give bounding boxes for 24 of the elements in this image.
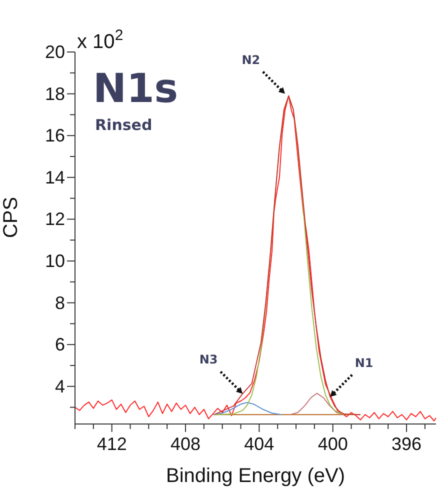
y-tick-label: 4 — [54, 376, 65, 396]
y-tick-label: 6 — [54, 334, 65, 355]
x-tick-label: 400 — [318, 434, 348, 454]
line-series — [290, 392, 344, 416]
y-axis-title: CPS — [0, 196, 22, 238]
annotation: x 10$^{2}$ — [77, 26, 124, 53]
y-tick-label: 18 — [44, 84, 65, 104]
x-axis-title: Binding Energy (eV) — [166, 465, 345, 487]
annotation: N3 — [199, 352, 218, 367]
x-tick-label: 396 — [392, 434, 422, 454]
y-tick-label: 10 — [44, 250, 65, 271]
y-tick-label: 20 — [44, 42, 65, 62]
x-tick-label: 404 — [244, 434, 274, 454]
chart-title: N1s — [93, 66, 178, 112]
y-tick-label: 12 — [44, 209, 65, 230]
y-tick-label: 16 — [44, 126, 65, 146]
text: Rinsed — [95, 116, 152, 134]
line-series — [212, 402, 282, 416]
x-tick-label: 412 — [96, 434, 127, 454]
x-tick-label: 408 — [170, 434, 201, 454]
y-tick-label: 14 — [44, 167, 65, 188]
annotation: N2 — [242, 52, 260, 67]
y-tick-label: 8 — [54, 292, 65, 313]
annotation: N1 — [354, 356, 374, 370]
